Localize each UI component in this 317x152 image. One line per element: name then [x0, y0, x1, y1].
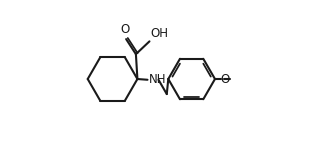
Text: O: O [221, 73, 230, 86]
Text: O: O [121, 23, 130, 36]
Text: NH: NH [149, 73, 166, 86]
Text: OH: OH [150, 27, 168, 40]
